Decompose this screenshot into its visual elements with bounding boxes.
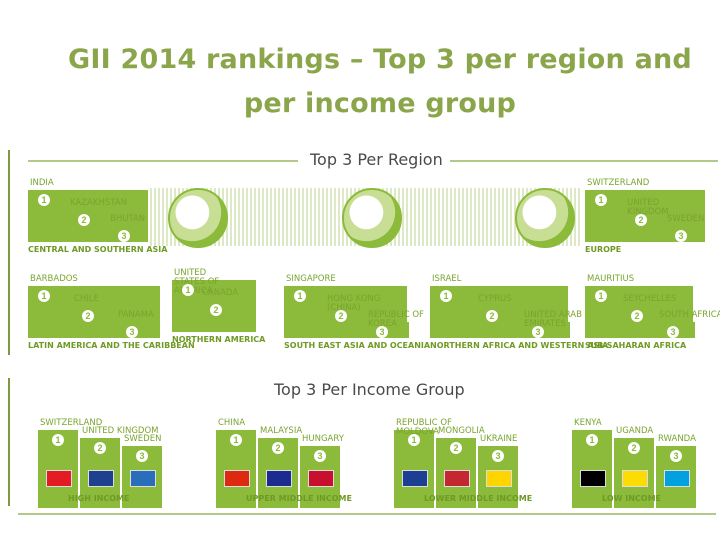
- region-header-line: [28, 160, 298, 162]
- country-name: CYPRUS: [478, 294, 512, 304]
- income-group-label: UPPER MIDDLE INCOME: [246, 494, 352, 503]
- globe-icon: [515, 188, 575, 248]
- country-name: CHINA: [218, 418, 246, 428]
- region-label: CENTRAL AND SOUTHERN ASIA: [28, 245, 168, 254]
- rank-badge: 1: [182, 284, 194, 296]
- rank-badge: 1: [38, 290, 50, 302]
- region-label: EUROPE: [585, 245, 622, 254]
- country-name: SWEDEN: [667, 214, 705, 224]
- rank-badge: 2: [486, 310, 498, 322]
- country-flag-icon: [664, 470, 690, 487]
- country-name: UKRAINE: [480, 434, 518, 444]
- country-name: SINGAPORE: [286, 274, 336, 284]
- rank-bar: [116, 322, 160, 338]
- country-flag-icon: [224, 470, 250, 487]
- country-name: PANAMA: [118, 310, 154, 320]
- country-name: BHUTAN: [110, 214, 146, 224]
- rank-badge: 2: [78, 214, 90, 226]
- rank-badge: 3: [675, 230, 687, 242]
- country-name: INDIA: [30, 178, 54, 188]
- rank-badge: 3: [314, 450, 326, 462]
- country-flag-icon: [486, 470, 512, 487]
- country-name: CHILE: [74, 294, 99, 304]
- country-name: SWEDEN: [124, 434, 162, 444]
- country-name: HONG KONG (CHINA): [327, 294, 381, 313]
- country-flag-icon: [308, 470, 334, 487]
- rank-badge: 3: [670, 450, 682, 462]
- country-name: KENYA: [574, 418, 602, 428]
- rank-badge: 2: [82, 310, 94, 322]
- country-name: BARBADOS: [30, 274, 78, 284]
- region-label: LATIN AMERICA AND THE CARIBBEAN: [28, 341, 195, 350]
- rank-badge: 3: [667, 326, 679, 338]
- region-header-line-right: [450, 160, 718, 162]
- country-name: UNITED ARAB EMIRATES: [524, 310, 582, 329]
- income-section-title: Top 3 Per Income Group: [270, 380, 469, 399]
- globe-icon: [168, 188, 228, 248]
- rank-badge: 1: [38, 194, 50, 206]
- region-label: NORTHERN AMERICA: [172, 335, 266, 344]
- income-group-label: LOW INCOME: [602, 494, 661, 503]
- rank-badge: 1: [294, 290, 306, 302]
- region-section-bracket: [8, 150, 10, 355]
- rank-badge: 2: [628, 442, 640, 454]
- rank-badge: 2: [450, 442, 462, 454]
- country-flag-icon: [622, 470, 648, 487]
- rank-bar: [200, 300, 256, 332]
- rank-badge: 2: [631, 310, 643, 322]
- country-name: MALAYSIA: [260, 426, 303, 436]
- region-section-title: Top 3 Per Region: [306, 150, 447, 169]
- rank-badge: 1: [440, 290, 452, 302]
- country-name: SWITZERLAND: [587, 178, 650, 188]
- country-flag-icon: [88, 470, 114, 487]
- country-flag-icon: [580, 470, 606, 487]
- rank-badge: 1: [595, 194, 607, 206]
- rank-badge: 2: [210, 304, 222, 316]
- income-group-label: HIGH INCOME: [68, 494, 130, 503]
- country-name: MONGOLIA: [438, 426, 485, 436]
- region-label: SOUTH EAST ASIA AND OCEANIA: [284, 341, 431, 350]
- rank-badge: 2: [94, 442, 106, 454]
- country-flag-icon: [402, 470, 428, 487]
- rank-badge: 3: [118, 230, 130, 242]
- region-label: NORTHERN AFRICA AND WESTERN ASIA: [430, 341, 609, 350]
- country-flag-icon: [46, 470, 72, 487]
- country-name: KAZAKHSTAN: [70, 198, 127, 208]
- country-name: UNITED KINGDOM: [627, 198, 669, 217]
- country-flag-icon: [130, 470, 156, 487]
- country-name: MAURITIUS: [587, 274, 635, 284]
- country-flag-icon: [266, 470, 292, 487]
- country-name: SWITZERLAND: [40, 418, 103, 428]
- rank-badge: 1: [408, 434, 420, 446]
- rank-badge: 1: [230, 434, 242, 446]
- rank-badge: 3: [136, 450, 148, 462]
- country-name: RWANDA: [658, 434, 696, 444]
- country-name: UGANDA: [616, 426, 654, 436]
- country-name: CANADA: [202, 288, 239, 298]
- globe-icon: [342, 188, 402, 248]
- rank-badge: 1: [595, 290, 607, 302]
- rank-badge: 2: [335, 310, 347, 322]
- country-name: SEYCHELLES: [623, 294, 677, 304]
- rank-badge: 3: [532, 326, 544, 338]
- rank-badge: 3: [126, 326, 138, 338]
- country-name: UNITED KINGDOM: [82, 426, 159, 436]
- region-label: SUB-SAHARAN AFRICA: [585, 341, 687, 350]
- page-title: GII 2014 rankings – Top 3 per region and…: [68, 44, 692, 119]
- rank-badge: 1: [52, 434, 64, 446]
- country-name: HUNGARY: [302, 434, 344, 444]
- income-group-label: LOWER MIDDLE INCOME: [424, 494, 533, 503]
- country-flag-icon: [444, 470, 470, 487]
- rank-badge: 1: [586, 434, 598, 446]
- rank-badge: 3: [376, 326, 388, 338]
- country-name: REPUBLIC OF MOLDOVA: [396, 418, 452, 437]
- country-name: ISRAEL: [432, 274, 462, 284]
- rank-badge: 3: [492, 450, 504, 462]
- income-section-bracket: [8, 378, 10, 506]
- rank-badge: 2: [635, 214, 647, 226]
- rank-badge: 2: [272, 442, 284, 454]
- country-name: REPUBLIC OF KOREA: [368, 310, 424, 329]
- income-bottom-line: [18, 513, 716, 515]
- country-name: SOUTH AFRICA: [659, 310, 720, 320]
